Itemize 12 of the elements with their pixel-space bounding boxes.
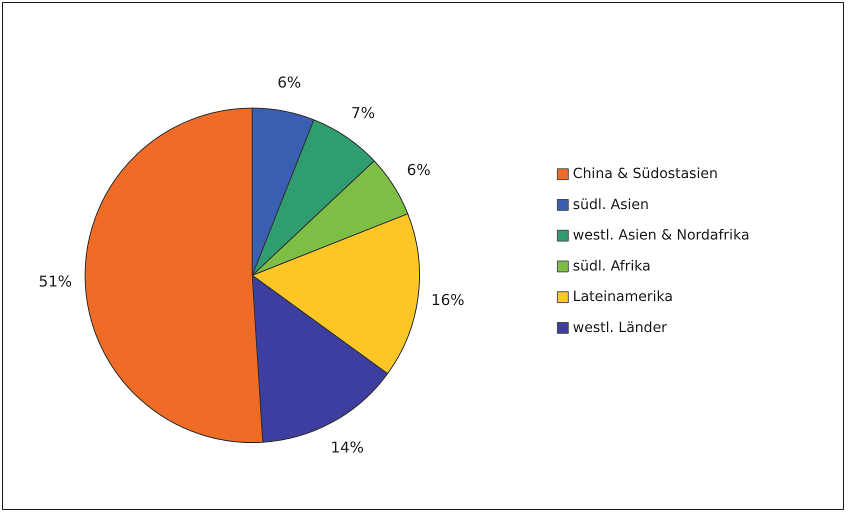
legend-label: westl. Länder: [572, 320, 668, 336]
legend-label: Lateinamerika: [572, 289, 673, 306]
legend-label: China & Südostasien: [572, 166, 718, 182]
legend-label: südl. Afrika: [572, 258, 651, 274]
data-label: 14%: [330, 438, 364, 456]
data-label: 7%: [351, 104, 375, 122]
data-label: 51%: [38, 272, 72, 291]
data-label: 6%: [406, 161, 431, 180]
legend-label: südl. Asien: [572, 196, 649, 213]
legend-label: westl. Asien & Nordafrika: [572, 228, 750, 244]
data-label: 6%: [277, 73, 302, 92]
data-label: 16%: [431, 290, 464, 309]
